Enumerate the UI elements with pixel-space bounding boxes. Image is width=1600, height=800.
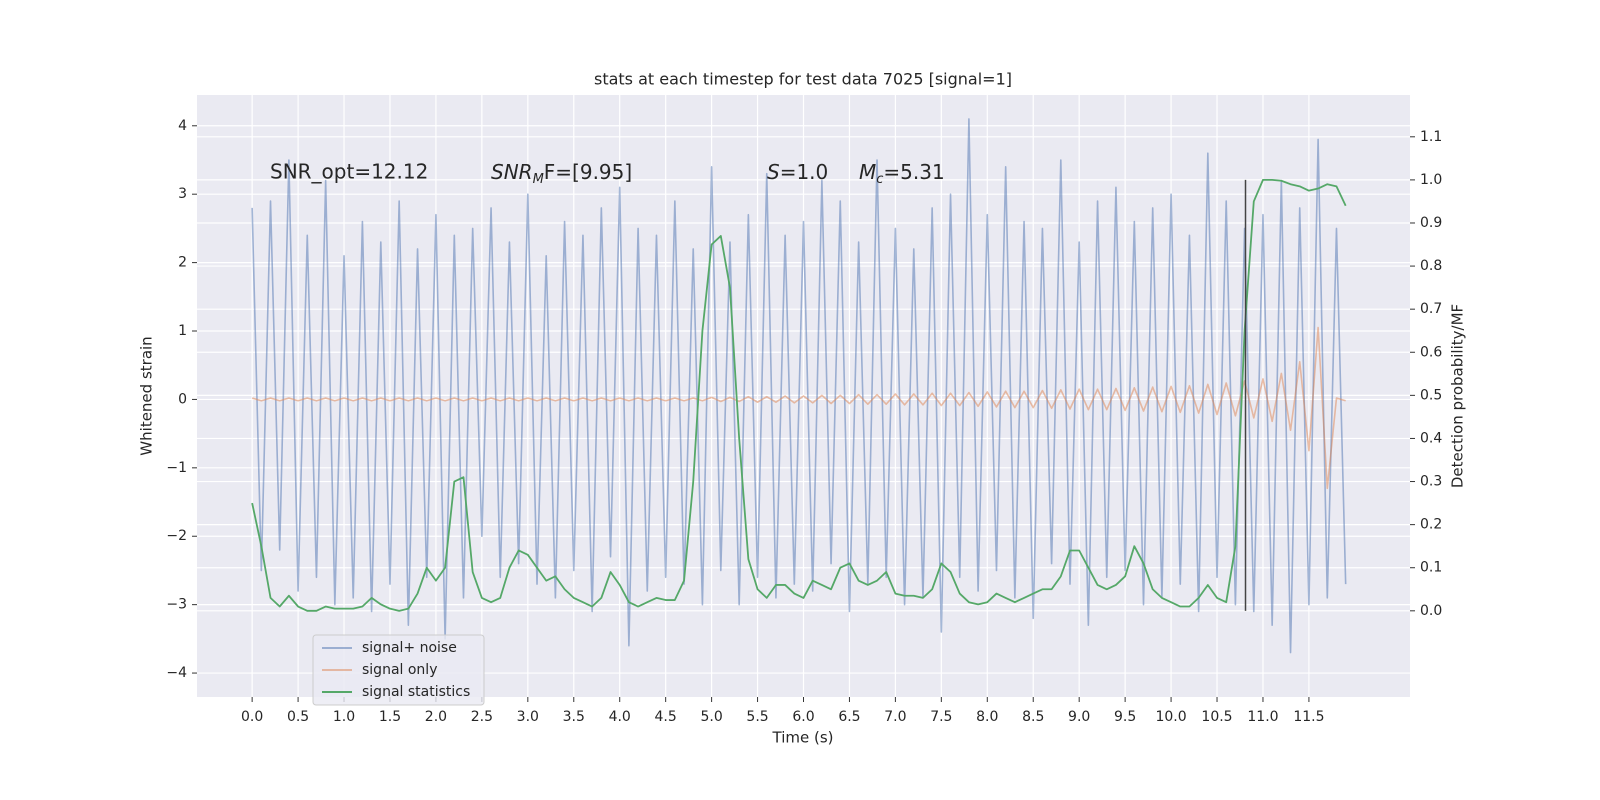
- annotation: S=1.0: [767, 160, 828, 184]
- y2-axis-label: Detection probability/MF: [1449, 304, 1467, 488]
- y-tick-label: 3: [178, 186, 187, 202]
- legend-label: signal+ noise: [362, 640, 457, 656]
- y2-tick-label: 1.1: [1420, 129, 1442, 145]
- y-tick-label: 2: [178, 255, 187, 271]
- x-axis-label: Time (s): [772, 729, 834, 747]
- annotation: Mc=5.31: [859, 160, 945, 187]
- x-tick-label: 4.0: [609, 709, 631, 725]
- x-tick-label: 9.0: [1068, 709, 1090, 725]
- y-axis-label: Whitened strain: [138, 336, 156, 455]
- x-tick-label: 5.0: [700, 709, 722, 725]
- annotation-part: =5.31: [883, 160, 944, 184]
- series-line: [251, 118, 1347, 654]
- x-tick-label: 6.0: [792, 709, 814, 725]
- y2-tick-label: 0.3: [1420, 474, 1442, 490]
- x-tick-label: 9.5: [1114, 709, 1136, 725]
- x-tick-label: 2.5: [471, 709, 493, 725]
- y-tick-label: −4: [166, 665, 187, 681]
- x-tick-label: 4.5: [655, 709, 677, 725]
- y2-tick-label: 0.7: [1420, 301, 1442, 317]
- series-line: [251, 178, 1347, 612]
- annotation-part: F=[9.95]: [544, 160, 632, 184]
- y-tick-label: −1: [166, 460, 187, 476]
- y2-tick-label: 0.1: [1420, 560, 1442, 576]
- annotation-part: =1.0: [780, 160, 829, 184]
- x-tick-label: 6.5: [838, 709, 860, 725]
- y2-tick-label: 0.6: [1420, 344, 1442, 360]
- annotation-part: M: [859, 160, 876, 184]
- y-tick-label: 4: [178, 118, 187, 134]
- y-tick-label: −2: [166, 528, 187, 544]
- x-tick-label: 11.0: [1247, 709, 1278, 725]
- annotation-part: M: [533, 172, 544, 187]
- y2-tick-label: 0.0: [1420, 603, 1442, 619]
- legend: signal+ noise signal only signal statistic…: [312, 634, 485, 706]
- x-tick-label: 8.0: [976, 709, 998, 725]
- data: [251, 118, 1347, 654]
- x-tick-label: 0.5: [287, 709, 309, 725]
- legend-box: [312, 634, 485, 706]
- y2-tick-label: 0.9: [1420, 215, 1442, 231]
- x-tick-label: 5.5: [746, 709, 768, 725]
- annotation-part: SNR: [491, 160, 533, 184]
- x-tick-label: 1.0: [333, 709, 355, 725]
- x-tick-label: 2.0: [425, 709, 447, 725]
- x-tick-label: 3.0: [517, 709, 539, 725]
- x-tick-label: 11.5: [1293, 709, 1324, 725]
- x-tick-label: 8.5: [1022, 709, 1044, 725]
- y-tick-label: −3: [166, 597, 187, 613]
- y2-tick-label: 0.2: [1420, 517, 1442, 533]
- x-tick-label: 10.5: [1201, 709, 1232, 725]
- annotation: SNR_opt=12.12: [270, 160, 428, 184]
- legend-label: signal only: [362, 662, 437, 678]
- annotation-part: c: [876, 172, 883, 187]
- y2-tick-label: 0.5: [1420, 387, 1442, 403]
- axes: 0.0 0.5 1.0 1.5 2.0 2.5 3.0 3.5 4.0 4.5 5.0 5.5 6.0 6…: [166, 118, 1442, 725]
- x-tick-label: 10.0: [1155, 709, 1186, 725]
- x-tick-label: 0.0: [241, 709, 263, 725]
- y2-tick-label: 0.8: [1420, 258, 1442, 274]
- annotation: SNRMF=[9.95]: [491, 160, 632, 187]
- annotation-part: S: [767, 160, 780, 184]
- x-tick-label: 1.5: [379, 709, 401, 725]
- y-tick-label: 0: [178, 391, 187, 407]
- y-tick-label: 1: [178, 323, 187, 339]
- chart-title: stats at each timestep for test data 702…: [594, 70, 1012, 89]
- x-tick-label: 3.5: [563, 709, 585, 725]
- legend-label: signal statistics: [362, 684, 470, 700]
- x-tick-label: 7.5: [930, 709, 952, 725]
- y2-tick-label: 1.0: [1420, 172, 1442, 188]
- series-line: [251, 326, 1346, 490]
- x-tick-label: 7.0: [884, 709, 906, 725]
- y2-tick-label: 0.4: [1420, 430, 1442, 446]
